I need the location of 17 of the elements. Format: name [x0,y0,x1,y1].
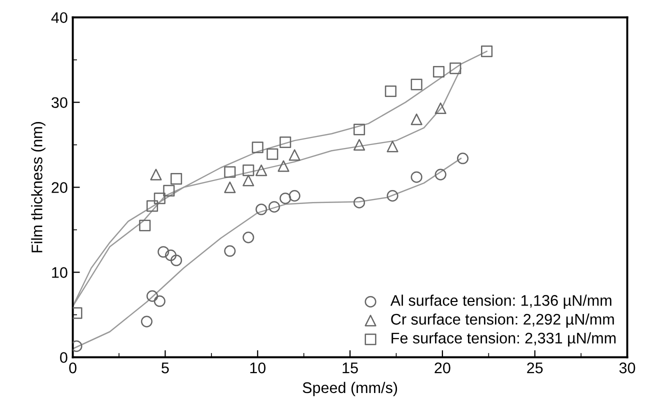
y-tick-label: 40 [51,12,68,24]
x-tick-label: 10 [250,362,266,374]
x-tick-label: 25 [527,362,543,374]
legend-label: Cr surface tension: 2,292 µN/mm [391,313,614,328]
x-axis-title: Speed (mm/s) [302,382,398,396]
y-tick-label: 30 [52,97,68,108]
y-axis-title: Film thickness (nm) [31,122,46,252]
x-tick-label: 20 [434,362,450,374]
y-tick-label: 10 [52,267,68,278]
x-tick-label: 30 [619,362,636,374]
x-tick-label: 0 [69,362,76,374]
x-tick-label: 15 [342,362,358,374]
legend-label: Al surface tension: 1,136 µN/mm [390,294,612,309]
legend-label: Fe surface tension: 2,331 µN/mm [392,332,616,347]
x-tick-label: 5 [162,362,169,374]
y-tick-label: 0 [60,352,68,363]
y-tick-label: 20 [52,182,68,193]
